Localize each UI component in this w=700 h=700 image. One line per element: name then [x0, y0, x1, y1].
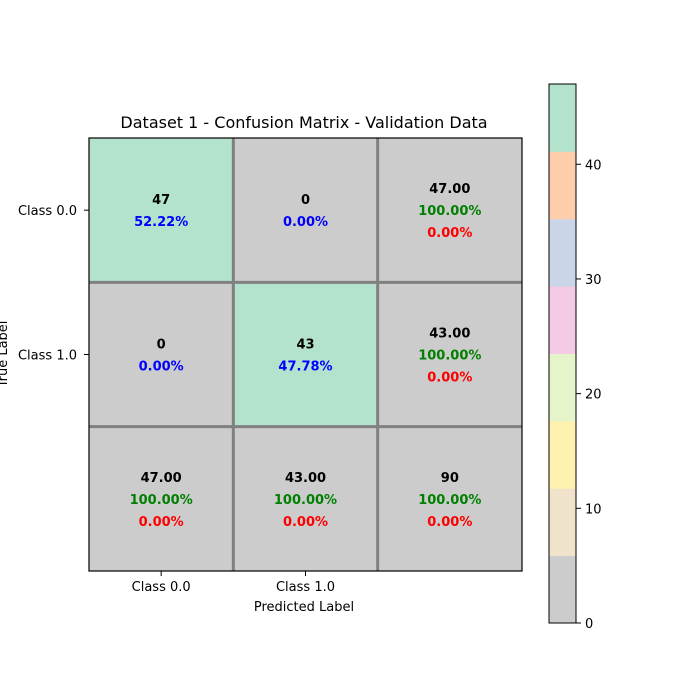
colorbar-tick-label: 40: [585, 158, 602, 173]
colorbar-frame: [548, 83, 577, 624]
colorbar-segment: [549, 151, 576, 220]
cell-annotation: 0.00%: [283, 515, 328, 530]
y-tick-label: Class 0.0: [18, 204, 77, 219]
cell-annotation: 43.00: [429, 327, 470, 342]
matrix-cell: [233, 426, 378, 571]
cell-annotation: 100.00%: [418, 349, 481, 364]
x-axis-label: Predicted Label: [254, 600, 354, 615]
matrix-cell: [89, 426, 234, 571]
cell-annotation: 100.00%: [274, 493, 337, 508]
cell-annotation: 43: [296, 338, 314, 353]
matrix-cell: [233, 282, 378, 427]
matrix-cell: [377, 426, 522, 571]
cell-annotation: 0.00%: [139, 515, 184, 530]
colorbar-segment: [549, 488, 576, 557]
colorbar-segment: [549, 353, 576, 422]
cell-annotation: 90: [441, 471, 459, 486]
matrix-cell: [377, 282, 522, 427]
colorbar-segment: [549, 218, 576, 287]
cell-annotation: 100.00%: [418, 493, 481, 508]
x-axis-ticks: Class 0.0 Class 1.0: [132, 571, 335, 595]
x-tick-label: Class 0.0: [132, 580, 191, 595]
y-axis-label: True Label: [0, 321, 11, 389]
colorbar-segment: [549, 84, 576, 152]
cell-annotation: 100.00%: [130, 493, 193, 508]
cell-annotation: 47.00: [141, 471, 182, 486]
cell-annotation: 100.00%: [418, 204, 481, 219]
cell-annotation: 0.00%: [427, 515, 472, 530]
cell-annotation: 0: [301, 193, 310, 208]
y-axis-ticks: Class 0.0 Class 1.0: [18, 204, 89, 364]
colorbar-segment: [549, 286, 576, 354]
cell-annotation: 0: [157, 338, 166, 353]
matrix-cell: [233, 138, 378, 283]
colorbar-segment: [549, 555, 576, 624]
matrix-cell: [377, 138, 522, 283]
cell-annotation: 0.00%: [427, 371, 472, 386]
cell-annotation: 47: [152, 193, 170, 208]
chart-title: Dataset 1 - Confusion Matrix - Validatio…: [120, 113, 487, 132]
matrix-cell: [89, 282, 234, 427]
y-tick-label: Class 1.0: [18, 349, 77, 364]
cell-annotation: 0.00%: [139, 360, 184, 375]
cell-annotation: 43.00: [285, 471, 326, 486]
cell-annotation: 0.00%: [283, 215, 328, 230]
x-tick-label: Class 1.0: [276, 580, 335, 595]
matrix-cells: 47 52.22% 0 0.00% 47.00 100.00% 0.00% 0 0.00% 43 4…: [89, 138, 522, 571]
matrix-cell: [89, 138, 234, 283]
colorbar-segment: [549, 420, 576, 489]
cell-annotation: 0.00%: [427, 226, 472, 241]
cell-annotation: 47.78%: [278, 360, 332, 375]
colorbar-tick-label: 20: [585, 388, 602, 403]
colorbar-tick-label: 10: [585, 502, 602, 517]
cell-annotation: 52.22%: [134, 215, 188, 230]
colorbar-tick-label: 30: [585, 273, 602, 288]
colorbar-tick-label: 0: [585, 617, 593, 632]
matrix-grid-lines: [89, 138, 522, 571]
cell-annotation: 47.00: [429, 182, 470, 197]
colorbar: 0 10 20 30 40: [548, 83, 602, 632]
